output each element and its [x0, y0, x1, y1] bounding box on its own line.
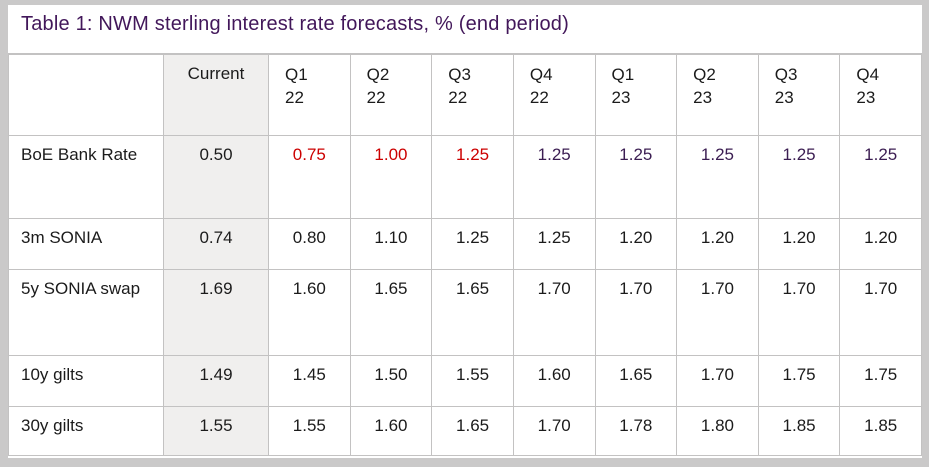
forecast-value-cell: 1.25	[594, 135, 678, 219]
forecast-value-cell: 1.00	[349, 135, 433, 219]
forecast-value-cell: 1.25	[431, 135, 514, 219]
forecast-value-cell: 1.75	[757, 355, 841, 407]
forecast-value-cell: 1.65	[431, 269, 514, 356]
column-header-q4-22: Q4 22	[512, 54, 596, 136]
table-row: 30y gilts 1.55 1.55 1.60 1.65 1.70 1.78 1.80 1.8…	[8, 406, 922, 456]
column-header-q3-22: Q3 22	[431, 54, 514, 136]
column-header-q2-22: Q2 22	[349, 54, 433, 136]
column-header-q4-23: Q4 23	[839, 54, 922, 136]
forecast-value-cell: 1.70	[512, 406, 596, 456]
current-value-cell: 1.49	[163, 355, 269, 407]
forecast-value-cell: 1.25	[512, 135, 596, 219]
table-row: 10y gilts 1.49 1.45 1.50 1.55 1.60 1.65 1.70 1.7…	[8, 355, 922, 407]
table-body: BoE Bank Rate 0.50 0.75 1.00 1.25 1.25 1.25 1.2…	[8, 135, 922, 456]
forecast-value-cell: 1.25	[676, 135, 759, 219]
forecast-value-cell: 0.75	[268, 135, 351, 219]
forecast-value-cell: 1.25	[431, 218, 514, 270]
forecast-value-cell: 1.60	[512, 355, 596, 407]
forecast-value-cell: 1.85	[839, 406, 922, 456]
forecast-value-cell: 1.70	[757, 269, 841, 356]
forecast-value-cell: 1.20	[839, 218, 922, 270]
forecast-value-cell: 1.75	[839, 355, 922, 407]
header-row: Current Q1 22 Q2 22 Q3 22 Q4 22 Q1 23 Q2 23 Q3 …	[8, 54, 922, 136]
forecast-value-cell: 1.80	[676, 406, 759, 456]
forecast-value-cell: 1.78	[594, 406, 678, 456]
forecast-value-cell: 1.70	[839, 269, 922, 356]
forecast-value-cell: 1.10	[349, 218, 433, 270]
table-header: Current Q1 22 Q2 22 Q3 22 Q4 22 Q1 23 Q2 23 Q3 …	[8, 54, 922, 136]
current-value-cell: 1.69	[163, 269, 269, 356]
forecast-value-cell: 1.25	[512, 218, 596, 270]
table-title: Table 1: NWM sterling interest rate fore…	[8, 5, 922, 54]
forecast-table: Current Q1 22 Q2 22 Q3 22 Q4 22 Q1 23 Q2 23 Q3 …	[8, 54, 922, 456]
forecast-value-cell: 1.55	[268, 406, 351, 456]
forecast-value-cell: 1.65	[431, 406, 514, 456]
table-row: 3m SONIA 0.74 0.80 1.10 1.25 1.25 1.20 1.20 1.20…	[8, 218, 922, 270]
forecast-value-cell: 1.70	[512, 269, 596, 356]
column-header-q1-23: Q1 23	[594, 54, 678, 136]
forecast-value-cell: 1.60	[268, 269, 351, 356]
column-header-current: Current	[163, 54, 269, 136]
current-value-cell: 0.74	[163, 218, 269, 270]
column-header-q3-23: Q3 23	[757, 54, 841, 136]
row-label: 3m SONIA	[8, 218, 164, 270]
row-label: 30y gilts	[8, 406, 164, 456]
forecast-value-cell: 1.65	[594, 355, 678, 407]
table-panel: Table 1: NWM sterling interest rate fore…	[8, 5, 922, 458]
table-row: BoE Bank Rate 0.50 0.75 1.00 1.25 1.25 1.25 1.2…	[8, 135, 922, 219]
column-header-q1-22: Q1 22	[268, 54, 351, 136]
row-label: 10y gilts	[8, 355, 164, 407]
forecast-value-cell: 1.20	[594, 218, 678, 270]
forecast-value-cell: 1.70	[676, 269, 759, 356]
forecast-value-cell: 1.25	[839, 135, 922, 219]
forecast-value-cell: 1.65	[349, 269, 433, 356]
forecast-value-cell: 1.60	[349, 406, 433, 456]
forecast-value-cell: 1.20	[757, 218, 841, 270]
forecast-value-cell: 1.70	[676, 355, 759, 407]
table-row: 5y SONIA swap 1.69 1.60 1.65 1.65 1.70 1.70 1.7…	[8, 269, 922, 356]
forecast-value-cell: 1.50	[349, 355, 433, 407]
forecast-value-cell: 1.85	[757, 406, 841, 456]
row-label: BoE Bank Rate	[8, 135, 164, 219]
current-value-cell: 1.55	[163, 406, 269, 456]
forecast-value-cell: 1.70	[594, 269, 678, 356]
current-value-cell: 0.50	[163, 135, 269, 219]
row-label-header	[8, 54, 164, 136]
forecast-value-cell: 1.25	[757, 135, 841, 219]
column-header-q2-23: Q2 23	[676, 54, 759, 136]
forecast-value-cell: 1.45	[268, 355, 351, 407]
forecast-value-cell: 0.80	[268, 218, 351, 270]
forecast-value-cell: 1.55	[431, 355, 514, 407]
row-label: 5y SONIA swap	[8, 269, 164, 356]
forecast-value-cell: 1.20	[676, 218, 759, 270]
